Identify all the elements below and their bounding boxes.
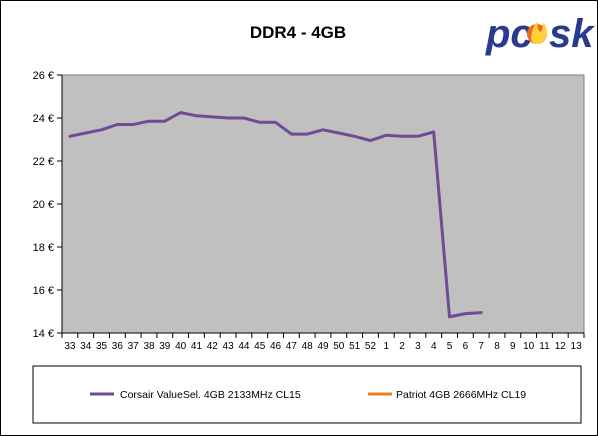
x-tick-label: 42	[207, 341, 219, 352]
x-tick-label: 43	[223, 341, 235, 352]
x-tick-label: 49	[317, 341, 329, 352]
x-tick-label: 47	[286, 341, 298, 352]
x-tick-label: 6	[463, 341, 469, 352]
series-lines	[68, 111, 483, 319]
legend: Corsair ValueSel. 4GB 2133MHz CL15 Patrio…	[90, 389, 526, 401]
x-tick-label: 9	[510, 341, 516, 352]
pcsk-logo: pc sk	[484, 11, 596, 57]
y-tick-label: 14 €	[33, 328, 54, 340]
x-tick-label: 50	[333, 341, 345, 352]
x-axis: 33 34 35 36 37 38 39 40 41 42 43 44 45 46 47 48 49 50 51 52…	[61, 332, 585, 352]
series-line-0	[68, 111, 483, 319]
legend-label: Patriot 4GB 2666MHz CL19	[396, 389, 526, 401]
plot-background	[61, 74, 585, 334]
x-tick-label: 36	[112, 341, 124, 352]
chart-title: DDR4 - 4GB	[250, 23, 346, 42]
x-tick-label: 4	[431, 341, 437, 352]
x-tick-label: 5	[447, 341, 453, 352]
x-tick-label: 39	[159, 341, 171, 352]
x-tick-label: 2	[399, 341, 405, 352]
x-tick-label: 33	[64, 341, 76, 352]
y-tick-label: 22 €	[33, 156, 54, 168]
x-tick-label: 40	[175, 341, 187, 352]
plot-area	[61, 74, 585, 334]
y-tick-label: 18 €	[33, 242, 54, 254]
legend-label: Corsair ValueSel. 4GB 2133MHz CL15	[120, 389, 301, 401]
x-tick-label: 48	[302, 341, 314, 352]
svg-text:pc: pc	[485, 12, 533, 56]
x-tick-label: 37	[128, 341, 140, 352]
x-tick-label: 35	[96, 341, 108, 352]
x-tick-label: 52	[365, 341, 377, 352]
x-tick-label: 46	[270, 341, 282, 352]
y-tick-label: 20 €	[33, 199, 54, 211]
svg-text:sk: sk	[549, 12, 595, 56]
x-tick-label: 11	[539, 341, 550, 352]
y-axis: 14 € 16 € 18 € 20 € 22 € 24 € 26 €	[33, 70, 63, 340]
x-tick-label: 45	[254, 341, 266, 352]
x-tick-label: 8	[494, 341, 500, 352]
x-tick-label: 38	[143, 341, 155, 352]
y-tick-label: 16 €	[33, 285, 54, 297]
x-tick-label: 10	[523, 341, 535, 352]
x-tick-label: 1	[383, 341, 389, 352]
legend-box	[32, 365, 582, 424]
x-tick-label: 13	[571, 341, 583, 352]
x-tick-label: 51	[349, 341, 361, 352]
x-tick-label: 12	[555, 341, 567, 352]
y-tick-label: 24 €	[33, 113, 54, 125]
x-tick-label: 3	[415, 341, 421, 352]
flame-icon	[527, 22, 547, 45]
x-tick-label: 44	[238, 341, 250, 352]
x-tick-label: 34	[80, 341, 92, 352]
y-tick-label: 26 €	[33, 70, 54, 82]
x-tick-label: 7	[478, 341, 484, 352]
x-tick-label: 41	[191, 341, 203, 352]
